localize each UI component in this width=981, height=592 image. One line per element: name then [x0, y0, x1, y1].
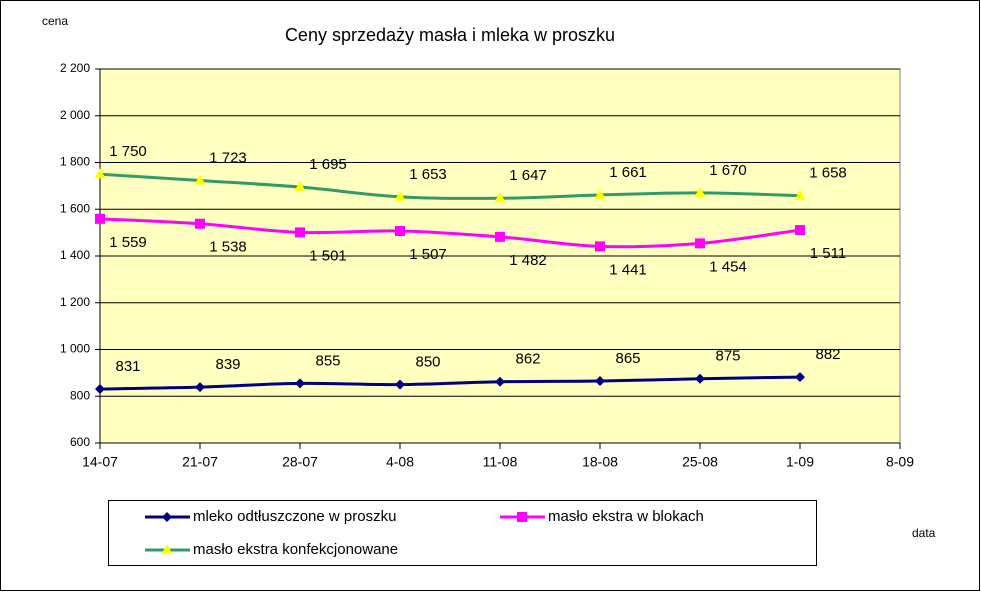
data-point [295, 227, 305, 238]
y-tick-label: 800 [70, 388, 90, 402]
data-point [495, 376, 505, 387]
legend-marker [161, 544, 173, 554]
data-label: 1 670 [709, 162, 747, 179]
data-label: 1 695 [309, 156, 347, 173]
data-point [295, 378, 305, 389]
data-point [494, 192, 506, 203]
y-tick-label: 1 400 [60, 248, 90, 262]
data-label: 1 454 [709, 258, 747, 275]
data-label: 1 658 [809, 165, 847, 182]
data-point [195, 382, 205, 393]
legend-label: masło ekstra konfekcjonowane [193, 541, 398, 558]
data-label: 1 559 [109, 234, 147, 251]
data-label: 855 [315, 352, 340, 369]
data-point [695, 373, 705, 384]
data-point [195, 218, 205, 229]
data-label: 1 653 [409, 166, 447, 183]
legend-marker [517, 512, 527, 522]
x-tick-label: 4-08 [386, 454, 414, 470]
legend-label: mleko odtłuszczone w proszku [193, 508, 396, 525]
y-tick-label: 1 600 [60, 201, 90, 215]
data-label: 1 661 [609, 164, 647, 181]
data-label: 1 723 [209, 149, 247, 166]
data-label: 862 [515, 351, 540, 368]
data-label: 850 [415, 354, 440, 371]
data-label: 839 [215, 356, 240, 373]
data-point [95, 213, 105, 224]
y-tick-label: 600 [70, 435, 90, 449]
x-tick-label: 8-09 [886, 454, 914, 470]
data-point [95, 384, 105, 395]
data-label: 1 511 [810, 245, 846, 262]
data-point [94, 168, 106, 179]
data-point [294, 181, 306, 192]
data-label: 831 [115, 358, 140, 375]
data-point [794, 189, 806, 200]
data-label: 875 [715, 348, 740, 365]
chart-title: Ceny sprzedaży masła i mleka w proszku [285, 25, 615, 45]
data-point [395, 379, 405, 390]
series-line [99, 172, 801, 200]
x-tick-label: 25-08 [682, 454, 718, 470]
y-tick-label: 1 200 [60, 295, 90, 309]
data-point [795, 225, 805, 236]
data-point [694, 186, 706, 197]
x-tick-label: 18-08 [582, 454, 618, 470]
data-point [394, 190, 406, 201]
data-label: 882 [815, 346, 840, 363]
data-point [194, 174, 206, 185]
legend-box [108, 500, 817, 566]
y-tick-label: 2 000 [60, 108, 90, 122]
y-tick-label: 1 000 [60, 342, 90, 356]
data-label: 1 750 [109, 143, 147, 160]
data-label: 1 501 [309, 247, 347, 264]
data-label: 865 [615, 350, 640, 367]
x-axis-label: data [912, 526, 936, 540]
data-label: 1 507 [409, 246, 447, 263]
data-label: 1 538 [209, 239, 247, 256]
data-point [395, 225, 405, 236]
data-point [695, 238, 705, 249]
x-tick-label: 21-07 [182, 454, 218, 470]
data-point [795, 372, 805, 383]
data-point [595, 376, 605, 387]
legend-marker [162, 512, 172, 522]
series-line [99, 375, 801, 391]
x-tick-label: 11-08 [483, 454, 518, 470]
x-tick-label: 1-09 [786, 454, 814, 470]
y-tick-label: 2 200 [60, 61, 90, 75]
data-label: 1 482 [509, 252, 547, 269]
y-tick-label: 1 800 [60, 155, 90, 169]
data-point [594, 188, 606, 199]
y-axis-label: cena [42, 14, 68, 28]
legend-label: masło ekstra w blokach [548, 508, 704, 525]
data-point [495, 231, 505, 242]
data-label: 1 441 [609, 261, 647, 278]
series-line [99, 217, 801, 249]
data-point [595, 241, 605, 252]
x-tick-label: 14-07 [82, 454, 118, 470]
data-label: 1 647 [509, 167, 547, 184]
x-tick-label: 28-07 [282, 454, 318, 470]
